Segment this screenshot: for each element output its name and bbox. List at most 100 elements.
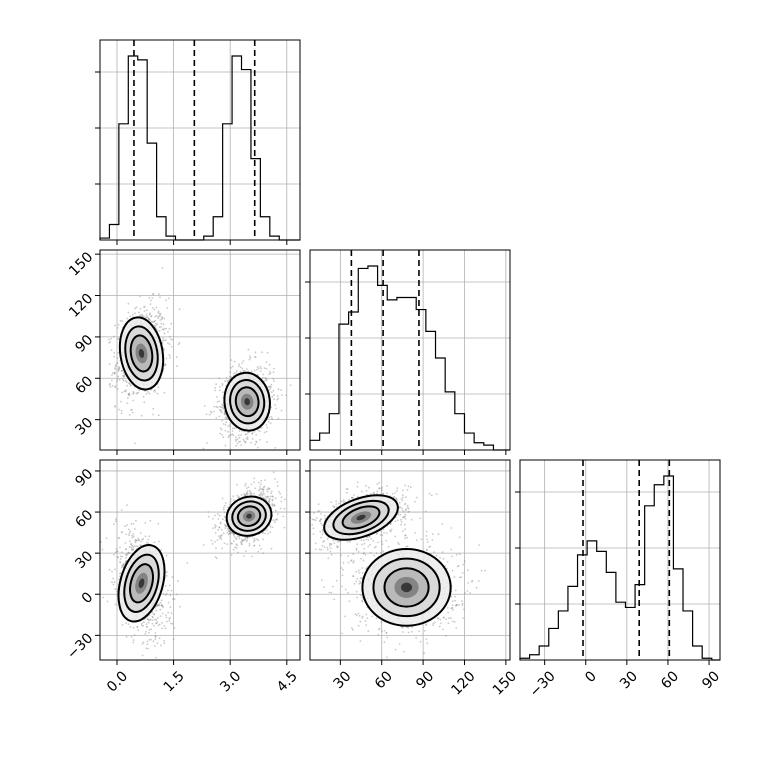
sample-point (332, 505, 334, 507)
sample-point (376, 492, 378, 495)
sample-point (121, 391, 124, 394)
sample-point (382, 493, 385, 495)
sample-point (285, 394, 288, 397)
sample-point (115, 380, 118, 383)
sample-point (119, 319, 122, 322)
sample-point (235, 537, 237, 540)
sample-point (355, 570, 358, 573)
sample-point (127, 528, 130, 531)
sample-point (329, 550, 332, 553)
sample-point (318, 510, 321, 512)
sample-point (256, 368, 258, 371)
sample-point (154, 632, 157, 634)
sample-point (246, 438, 249, 441)
sample-point (426, 549, 428, 552)
sample-point (122, 563, 125, 566)
sample-point (268, 385, 271, 388)
sample-point (215, 547, 217, 549)
sample-point (330, 543, 333, 546)
sample-point (344, 615, 346, 618)
sample-point (137, 629, 140, 632)
sample-point (451, 607, 454, 609)
sample-point (228, 503, 231, 506)
sample-point (266, 490, 269, 493)
sample-point (272, 496, 274, 498)
sample-point (241, 538, 244, 541)
sample-point (216, 401, 219, 403)
sample-point (397, 513, 399, 516)
sample-point (155, 622, 158, 625)
sample-point (255, 440, 257, 443)
sample-point (121, 564, 123, 567)
sample-point (144, 535, 147, 538)
sample-point (263, 485, 266, 488)
sample-point (134, 307, 136, 310)
sample-point (260, 488, 263, 490)
sample-point (324, 517, 327, 520)
sample-point (148, 318, 150, 321)
sample-point (140, 414, 143, 417)
sample-point (158, 330, 161, 332)
sample-point (170, 322, 173, 325)
sample-point (148, 318, 150, 321)
sample-point (279, 507, 282, 510)
sample-point (131, 408, 133, 411)
sample-point (401, 499, 404, 502)
sample-point (186, 562, 189, 564)
sample-point (322, 540, 325, 543)
sample-point (111, 379, 113, 382)
sample-point (125, 622, 127, 624)
sample-point (271, 504, 274, 507)
sample-point (321, 533, 324, 536)
density-contour (118, 316, 165, 391)
sample-point (398, 506, 401, 509)
sample-point (333, 542, 336, 544)
sample-point (232, 548, 235, 551)
sample-point (378, 481, 380, 484)
sample-point (270, 416, 273, 418)
y-tick-label: 90 (72, 466, 96, 490)
sample-point (169, 356, 171, 359)
sample-point (127, 302, 130, 305)
sample-point (446, 561, 449, 563)
sample-point (345, 488, 348, 490)
sample-point (244, 537, 247, 539)
sample-point (168, 584, 171, 587)
sample-point (302, 538, 304, 540)
sample-point (361, 490, 363, 493)
sample-point (241, 540, 244, 543)
sample-point (152, 640, 155, 643)
density-contour (234, 386, 260, 418)
sample-point (380, 540, 383, 543)
sample-point (386, 492, 388, 494)
sample-point (121, 455, 123, 457)
sample-point (123, 374, 126, 377)
sample-point (436, 617, 439, 619)
sample-point (157, 311, 160, 314)
sample-point (137, 392, 140, 394)
sample-point (389, 530, 392, 533)
sample-point (114, 365, 117, 367)
sample-point (159, 615, 162, 617)
sample-point (147, 647, 150, 650)
sample-point (163, 339, 166, 342)
sample-point (246, 490, 249, 492)
sample-point (152, 293, 154, 296)
sample-point (221, 518, 224, 521)
sample-point (365, 613, 368, 616)
sample-point (139, 532, 142, 534)
sample-point (337, 541, 339, 543)
sample-point (113, 553, 115, 556)
sample-point (169, 606, 172, 608)
sample-point (147, 618, 150, 620)
sample-point (250, 493, 253, 496)
sample-point (215, 405, 218, 408)
sample-point (158, 623, 161, 626)
sample-point (114, 405, 116, 407)
sample-point (246, 493, 248, 496)
sample-point (394, 520, 397, 523)
sample-point (225, 377, 228, 379)
sample-point (322, 531, 324, 534)
sample-point (229, 375, 231, 378)
sample-point (263, 367, 266, 369)
